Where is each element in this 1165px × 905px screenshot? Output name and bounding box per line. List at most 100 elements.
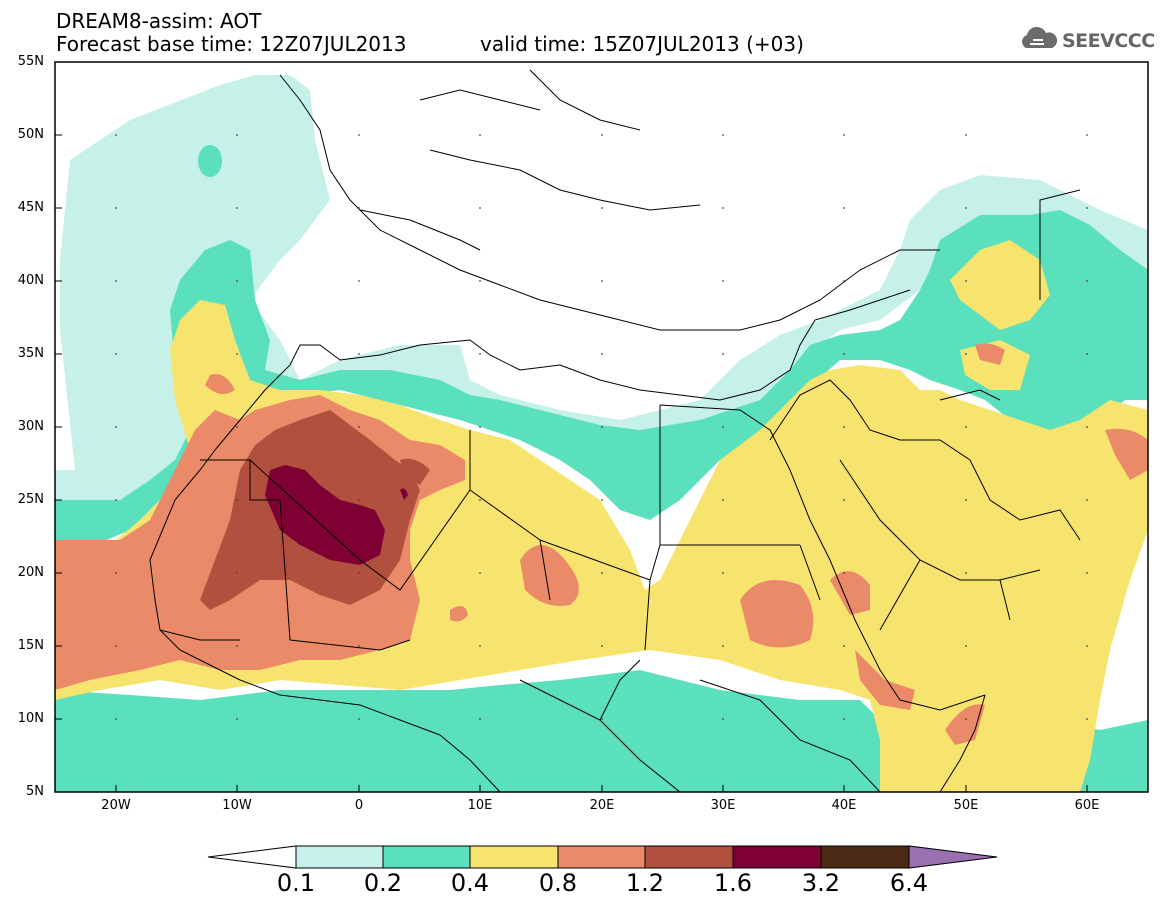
graticule-dot [115, 134, 117, 136]
graticule-dot [358, 645, 360, 647]
graticule-dot [1086, 353, 1088, 355]
graticule-dot [115, 280, 117, 282]
graticule-dot [115, 718, 117, 720]
graticule-dot [115, 426, 117, 428]
lon-label: 60E [1074, 798, 1100, 813]
graticule-dot [236, 207, 238, 209]
forecast-base-time: Forecast base time: 12Z07JUL2013 [56, 32, 407, 56]
graticule-dot [843, 353, 845, 355]
graticule-dot [601, 572, 603, 574]
graticule-dot [358, 572, 360, 574]
lon-label: 10E [467, 798, 493, 813]
graticule-dot [1086, 280, 1088, 282]
valid-time: valid time: 15Z07JUL2013 (+03) [480, 32, 804, 56]
aot-contours [55, 75, 1148, 792]
lat-label: 30N [17, 419, 44, 434]
lat-label: 55N [17, 54, 44, 69]
graticule-dot [358, 718, 360, 720]
graticule-dot [722, 353, 724, 355]
graticule-dot [115, 645, 117, 647]
graticule-dot [965, 134, 967, 136]
axis-ticks [55, 61, 1088, 792]
colorbar-label: 0.1 [276, 869, 316, 897]
colorbar-bin [557, 845, 646, 869]
graticule-dot [601, 426, 603, 428]
seevccc-logo: SEEVCCC [1018, 24, 1155, 56]
graticule-dot [843, 207, 845, 209]
lat-label: 20N [17, 565, 44, 580]
graticule-dot [479, 572, 481, 574]
colorbar-label: 0.4 [450, 869, 490, 897]
lat-label: 10N [17, 711, 44, 726]
graticule-dot [358, 207, 360, 209]
graticule-dot [479, 426, 481, 428]
graticule-dot [479, 645, 481, 647]
graticule-dot [358, 280, 360, 282]
contour-1.6 [265, 465, 385, 565]
graticule-dot [236, 134, 238, 136]
lat-label: 25N [17, 492, 44, 507]
graticule-dot [236, 280, 238, 282]
graticule-dot [965, 645, 967, 647]
graticule-dot [965, 718, 967, 720]
contour-0.2 [55, 210, 1148, 560]
graticule-dot [965, 207, 967, 209]
colorbar-bin [820, 845, 910, 869]
lat-label: 15N [17, 638, 44, 653]
graticule-dot [965, 499, 967, 501]
colorbar-bin [732, 845, 822, 869]
graticule-dot [722, 499, 724, 501]
graticule-dot [722, 572, 724, 574]
graticule-dot [358, 426, 360, 428]
graticule-dot [115, 499, 117, 501]
graticule-dot [601, 718, 603, 720]
chart-title: DREAM8-assim: AOT [56, 9, 262, 33]
lon-label: 10W [222, 798, 252, 813]
colorbar-label: 0.8 [538, 869, 578, 897]
graticule-dot [1086, 572, 1088, 574]
colorbar-label: 1.2 [625, 869, 665, 897]
graticule-dot [479, 207, 481, 209]
graticule-dot [1086, 645, 1088, 647]
graticule-dot [843, 572, 845, 574]
lat-label: 50N [17, 127, 44, 142]
graticule-dot [965, 572, 967, 574]
graticule-dot [115, 353, 117, 355]
graticule-dot [236, 426, 238, 428]
graticule-dot [1086, 207, 1088, 209]
graticule [115, 134, 1088, 720]
graticule-dot [722, 426, 724, 428]
graticule-dot [236, 353, 238, 355]
colorbar-under [207, 845, 297, 869]
graticule-dot [115, 572, 117, 574]
graticule-dot [601, 499, 603, 501]
graticule-dot [843, 499, 845, 501]
graticule-dot [358, 499, 360, 501]
graticule-dot [601, 134, 603, 136]
logo-text: SEEVCCC [1062, 30, 1155, 52]
lon-label: 20W [101, 798, 131, 813]
colorbar-label: 0.2 [363, 869, 403, 897]
graticule-dot [479, 499, 481, 501]
graticule-dot [843, 280, 845, 282]
graticule-dot [236, 718, 238, 720]
graticule-dot [722, 280, 724, 282]
graticule-dot [236, 645, 238, 647]
graticule-dot [843, 645, 845, 647]
cloud-icon [1022, 26, 1058, 48]
graticule-dot [1086, 134, 1088, 136]
graticule-dot [115, 207, 117, 209]
lon-label: 30E [710, 798, 736, 813]
lon-label: 40E [831, 798, 857, 813]
colorbar-bin [644, 845, 734, 869]
graticule-dot [601, 207, 603, 209]
graticule-dot [843, 134, 845, 136]
graticule-dot [479, 718, 481, 720]
graticule-dot [722, 134, 724, 136]
graticule-dot [479, 134, 481, 136]
graticule-dot [236, 572, 238, 574]
graticule-dot [843, 718, 845, 720]
graticule-dot [1086, 499, 1088, 501]
colorbar [207, 845, 998, 869]
